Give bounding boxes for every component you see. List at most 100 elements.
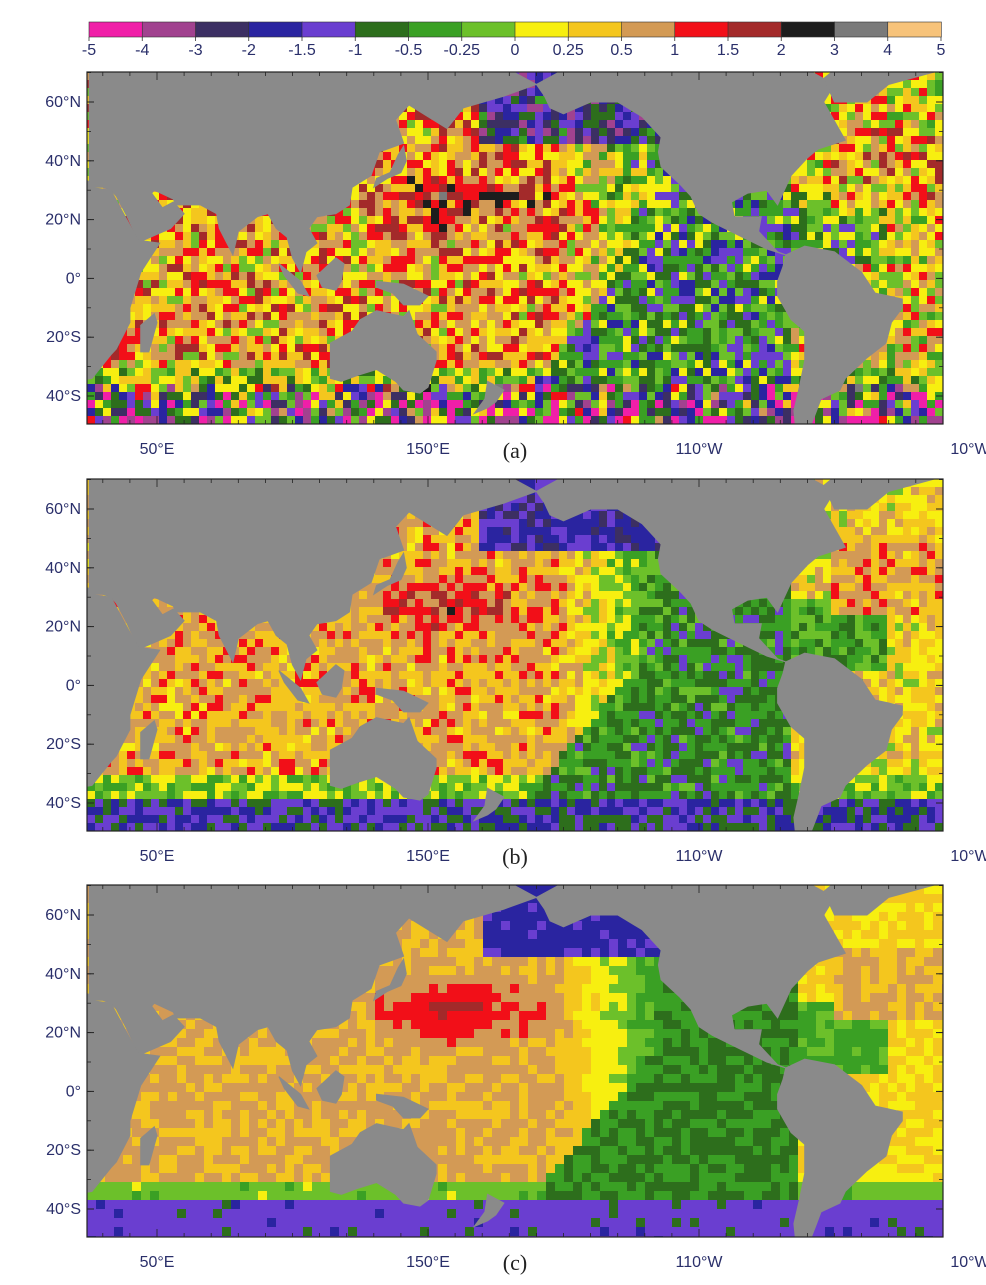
ocean-cell	[263, 416, 272, 424]
ocean-cell	[615, 344, 624, 353]
ocean-cell	[855, 368, 864, 377]
ocean-cell	[663, 304, 672, 313]
ocean-cell	[695, 320, 704, 329]
ocean-cell	[703, 216, 712, 225]
ocean-cell	[879, 392, 888, 401]
ocean-cell	[335, 224, 344, 233]
ocean-cell	[431, 128, 440, 137]
ocean-cell	[559, 184, 568, 193]
ocean-cell	[879, 368, 888, 377]
ocean-cell	[271, 328, 280, 337]
ocean-cell	[391, 192, 400, 201]
ocean-cell	[519, 479, 528, 488]
ocean-cell	[479, 200, 488, 209]
ocean-cell	[479, 376, 488, 385]
ocean-cell	[583, 264, 592, 273]
ocean-cell	[615, 312, 624, 321]
ocean-cell	[639, 200, 648, 209]
ocean-cell	[319, 256, 328, 265]
ocean-cell	[903, 128, 912, 137]
ocean-cell	[239, 256, 248, 265]
ocean-cell	[431, 392, 440, 401]
ocean-cell	[431, 344, 440, 353]
ocean-cell	[663, 232, 672, 241]
ocean-cell	[695, 360, 704, 369]
ocean-cell	[551, 192, 560, 201]
ocean-cell	[191, 280, 200, 289]
ocean-cell	[719, 368, 728, 377]
ocean-cell	[607, 320, 616, 329]
ocean-cell	[391, 152, 400, 161]
ocean-cell	[375, 376, 384, 385]
ocean-cell	[423, 416, 432, 424]
ocean-cell	[415, 208, 424, 217]
ocean-cell	[775, 208, 784, 217]
ocean-cell	[111, 192, 120, 201]
ocean-cell	[535, 232, 544, 241]
ocean-cell	[447, 344, 456, 353]
ocean-cell	[567, 320, 576, 329]
ocean-cell	[887, 328, 896, 337]
ocean-cell	[615, 160, 624, 169]
ocean-cell	[159, 232, 168, 241]
ocean-cell	[887, 392, 896, 401]
ocean-cell	[879, 400, 888, 409]
ocean-cell	[399, 120, 408, 129]
ocean-cell	[623, 336, 632, 345]
ocean-cell	[279, 408, 288, 417]
ocean-cell	[919, 352, 928, 361]
ocean-cell	[191, 384, 200, 393]
ocean-cell	[271, 344, 280, 353]
ocean-cell	[319, 352, 328, 361]
ocean-cell	[919, 72, 928, 81]
ocean-cell	[543, 184, 552, 193]
ocean-cell	[879, 344, 888, 353]
ocean-cell	[455, 216, 464, 225]
ocean-cell	[127, 328, 136, 337]
ocean-cell	[935, 176, 943, 185]
ocean-cell	[431, 120, 440, 129]
ocean-cell	[671, 232, 680, 241]
ocean-cell	[495, 400, 504, 409]
ocean-cell	[503, 304, 512, 313]
ocean-cell	[639, 392, 648, 401]
ocean-cell	[471, 328, 480, 337]
ocean-cell	[767, 288, 776, 297]
ocean-cell	[487, 200, 496, 209]
ocean-cell	[679, 368, 688, 377]
ocean-cell	[519, 280, 528, 289]
ocean-cell	[455, 256, 464, 265]
ocean-cell	[343, 384, 352, 393]
ocean-cell	[847, 128, 856, 137]
ocean-cell	[767, 232, 776, 241]
ocean-cell	[615, 216, 624, 225]
ocean-cell	[895, 176, 904, 185]
ocean-cell	[527, 320, 536, 329]
ocean-cell	[911, 80, 920, 89]
ocean-cell	[367, 408, 376, 417]
ocean-cell	[455, 232, 464, 241]
ocean-cell	[871, 168, 880, 177]
ocean-cell	[927, 152, 936, 161]
ocean-cell	[255, 240, 264, 249]
ocean-cell	[271, 400, 280, 409]
ocean-cell	[447, 272, 456, 281]
ocean-cell	[911, 320, 920, 329]
ocean-cell	[383, 408, 392, 417]
ocean-cell	[407, 192, 416, 201]
ocean-cell	[631, 120, 640, 129]
ocean-cell	[231, 368, 240, 377]
ocean-cell	[455, 144, 464, 153]
ocean-cell	[583, 152, 592, 161]
ocean-cell	[615, 392, 624, 401]
ocean-cell	[431, 224, 440, 233]
ocean-cell	[903, 352, 912, 361]
ocean-cell	[751, 400, 760, 409]
ocean-cell	[151, 296, 160, 305]
ocean-cell	[407, 112, 416, 121]
ocean-cell	[463, 296, 472, 305]
ocean-cell	[383, 400, 392, 409]
ocean-cell	[927, 256, 936, 265]
ocean-cell	[375, 160, 384, 169]
ocean-cell	[703, 336, 712, 345]
